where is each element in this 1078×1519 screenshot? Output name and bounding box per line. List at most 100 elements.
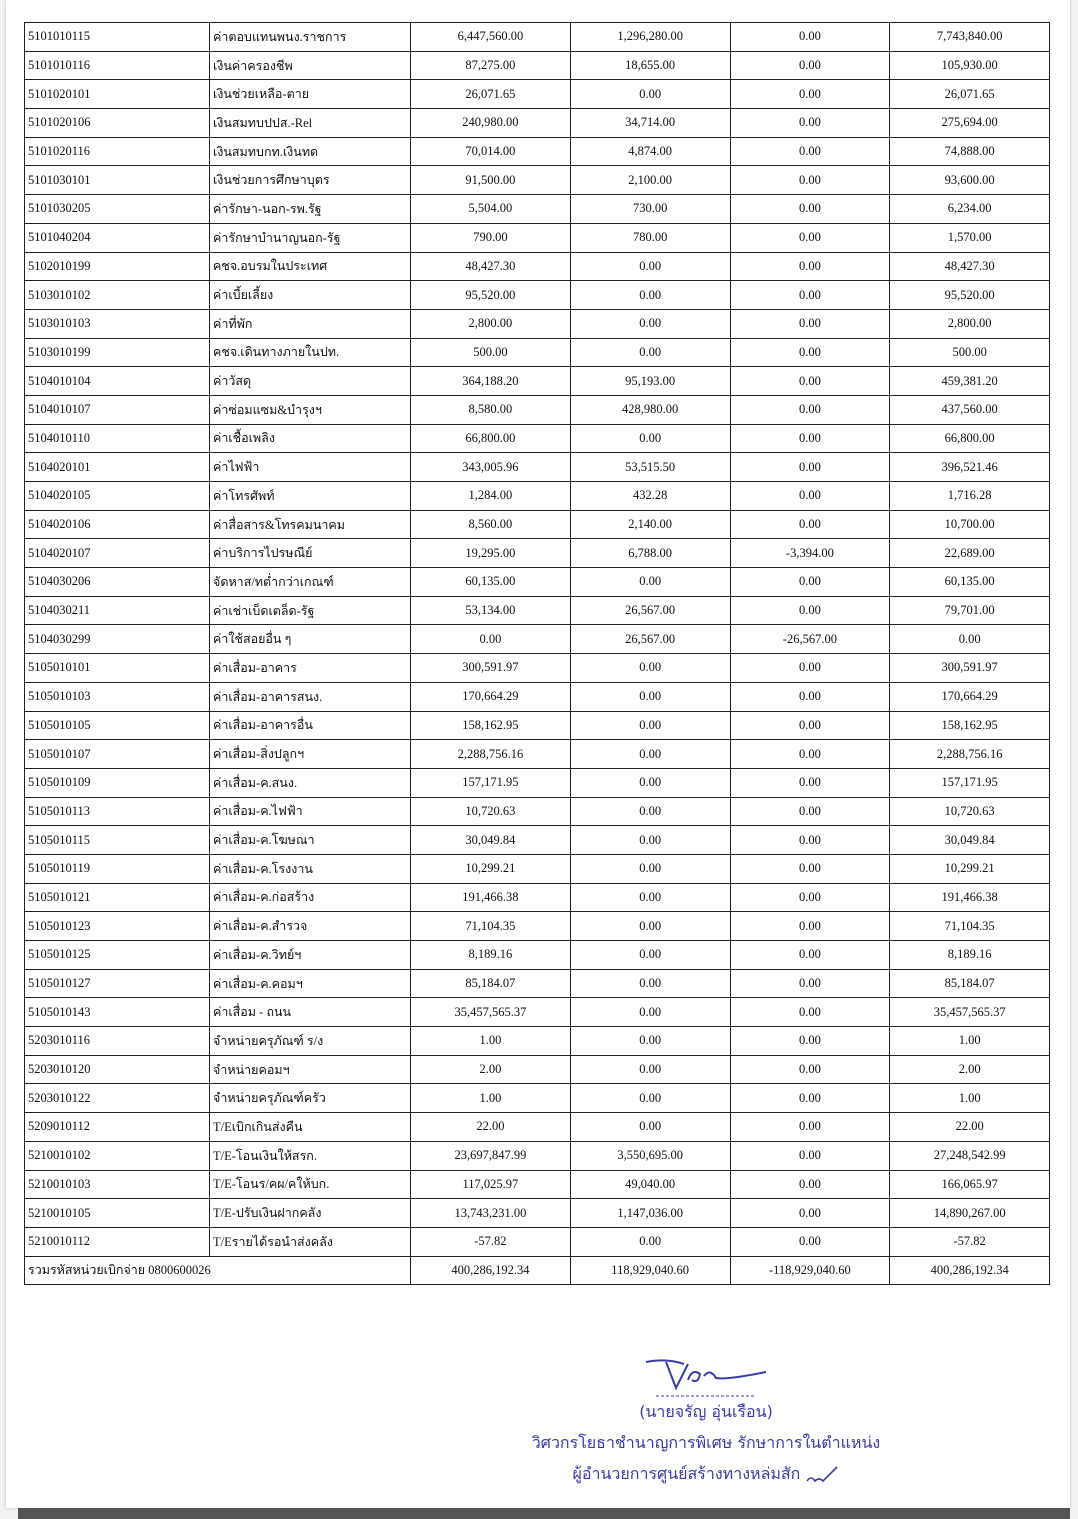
amount-c1: 85,184.07 bbox=[410, 968, 571, 999]
account-name: ค่าเบี้ยเลี้ยง bbox=[209, 280, 411, 310]
amount-c4: -57.82 bbox=[889, 1226, 1050, 1257]
amount-c3: 0.00 bbox=[729, 595, 891, 626]
table-row: 5101030101 เงินช่วยการศึกษาบุตร 91,500.00 2… bbox=[24, 165, 1050, 196]
account-code: 5104010107 bbox=[24, 394, 210, 425]
amount-c2: 4,874.00 bbox=[569, 136, 731, 167]
table-row: 5105010119 ค่าเสื่อม-ค.โรงงาน 10,299.21 0.0… bbox=[24, 853, 1050, 884]
amount-c1: 53,134.00 bbox=[410, 595, 571, 626]
amount-c2: 1,296,280.00 bbox=[569, 22, 731, 52]
table-row: 5104020106 ค่าสื่อสาร&โทรคมนาคม 8,560.00 2,… bbox=[24, 509, 1050, 540]
amount-c1: 91,500.00 bbox=[410, 165, 571, 196]
amount-c3: 0.00 bbox=[729, 394, 891, 425]
account-name: ค่าซ่อมแซม&บำรุงฯ bbox=[209, 394, 411, 425]
amount-c1: 1.00 bbox=[410, 1026, 571, 1056]
account-code: 5105010121 bbox=[24, 882, 210, 913]
amount-c1: 48,427.30 bbox=[410, 251, 571, 282]
signer-position: วิศวกรโยธาชำนาญการพิเศษ รักษาการในตำแหน่… bbox=[531, 1433, 881, 1452]
amount-c3: 0.00 bbox=[729, 739, 891, 769]
total-c1: 400,286,192.34 bbox=[410, 1255, 571, 1286]
amount-c4: 300,591.97 bbox=[889, 653, 1050, 683]
account-code: 5104020107 bbox=[24, 538, 210, 569]
amount-c1: 19,295.00 bbox=[410, 538, 571, 569]
table-row: 5104030299 ค่าใช้สอยอื่น ๆ 0.00 26,567.00 -2… bbox=[24, 624, 1050, 655]
amount-c2: 0.00 bbox=[569, 911, 731, 941]
table-row: 5105010125 ค่าเสื่อม-ค.วิทย์ฯ 8,189.16 0.00… bbox=[24, 940, 1050, 970]
table-row: 5104010107 ค่าซ่อมแซม&บำรุงฯ 8,580.00 428,9… bbox=[24, 394, 1050, 425]
amount-c4: 1,716.28 bbox=[889, 481, 1050, 511]
amount-c3: 0.00 bbox=[729, 22, 891, 52]
account-name: ค่าเสื่อม-อาคารสนง. bbox=[209, 681, 411, 712]
account-name: จำหน่ายครุภัณฑ์ ร/ง bbox=[209, 1026, 411, 1056]
amount-c1: 10,720.63 bbox=[410, 796, 571, 827]
account-name: ค่าเสื่อม-อาคาร bbox=[209, 653, 411, 683]
amount-c4: 105,930.00 bbox=[889, 50, 1050, 81]
account-name: ค่าเสื่อม-ค.คอมฯ bbox=[209, 968, 411, 999]
amount-c1: 8,580.00 bbox=[410, 394, 571, 425]
account-name: ค่าวัสดุ bbox=[209, 366, 411, 396]
account-name: จำหน่ายคอมฯ bbox=[209, 1054, 411, 1085]
account-name: จัดหาส/ทต่ำกว่าเกณฑ์ bbox=[209, 567, 411, 597]
amount-c4: 66,800.00 bbox=[889, 423, 1050, 454]
amount-c4: 1,570.00 bbox=[889, 222, 1050, 253]
amount-c3: 0.00 bbox=[729, 50, 891, 81]
amount-c4: 27,248,542.99 bbox=[889, 1140, 1050, 1171]
account-name: T/E-โอนเงินให้สรก. bbox=[209, 1140, 411, 1171]
amount-c1: 0.00 bbox=[410, 624, 571, 655]
amount-c3: 0.00 bbox=[729, 1226, 891, 1257]
amount-c4: 26,071.65 bbox=[889, 79, 1050, 110]
document-page: 5101010115 ค่าตอบแทนพนง.ราชการ 6,447,560.0… bbox=[6, 0, 1070, 1508]
amount-c4: 95,520.00 bbox=[889, 280, 1050, 310]
amount-c4: 71,104.35 bbox=[889, 911, 1050, 941]
amount-c1: 22.00 bbox=[410, 1112, 571, 1142]
amount-c4: 10,720.63 bbox=[889, 796, 1050, 827]
table-row: 5105010123 ค่าเสื่อม-ค.สำรวจ 71,104.35 0.00… bbox=[24, 911, 1050, 941]
amount-c2: 0.00 bbox=[569, 681, 731, 712]
amount-c2: 0.00 bbox=[569, 739, 731, 769]
total-c3: -118,929,040.60 bbox=[729, 1255, 891, 1286]
amount-c1: 6,447,560.00 bbox=[410, 22, 571, 52]
amount-c3: 0.00 bbox=[729, 1198, 891, 1228]
amount-c1: 95,520.00 bbox=[410, 280, 571, 310]
amount-c3: -3,394.00 bbox=[729, 538, 891, 569]
amount-c1: 8,189.16 bbox=[410, 940, 571, 970]
amount-c2: 0.00 bbox=[569, 882, 731, 913]
table-row: 5105010113 ค่าเสื่อม-ค.ไฟฟ้า 10,720.63 0.00… bbox=[24, 796, 1050, 827]
table-row: 5104010110 ค่าเชื้อเพลิง 66,800.00 0.00 0.00… bbox=[24, 423, 1050, 454]
account-code: 5101010116 bbox=[24, 50, 210, 81]
account-code: 5105010107 bbox=[24, 739, 210, 769]
amount-c2: 6,788.00 bbox=[569, 538, 731, 569]
amount-c2: 0.00 bbox=[569, 710, 731, 741]
amount-c3: 0.00 bbox=[729, 1112, 891, 1142]
account-name: ค่าเสื่อม-ค.วิทย์ฯ bbox=[209, 940, 411, 970]
amount-c3: 0.00 bbox=[729, 940, 891, 970]
table-row: 5104020101 ค่าไฟฟ้า 343,005.96 53,515.50 0.0… bbox=[24, 452, 1050, 482]
account-code: 5101020101 bbox=[24, 79, 210, 110]
amount-c3: 0.00 bbox=[729, 308, 891, 339]
account-code: 5210010105 bbox=[24, 1198, 210, 1228]
account-code: 5105010101 bbox=[24, 653, 210, 683]
amount-c3: 0.00 bbox=[729, 567, 891, 597]
account-code: 5210010112 bbox=[24, 1226, 210, 1257]
account-code: 5105010103 bbox=[24, 681, 210, 712]
account-code: 5105010109 bbox=[24, 767, 210, 798]
account-name: ค่าโทรศัพท์ bbox=[209, 481, 411, 511]
amount-c3: 0.00 bbox=[729, 366, 891, 396]
amount-c4: 166,065.97 bbox=[889, 1169, 1050, 1200]
account-code: 5101010115 bbox=[24, 22, 210, 52]
account-name: ค่ารักษา-นอก-รพ.รัฐ bbox=[209, 194, 411, 224]
amount-c3: 0.00 bbox=[729, 767, 891, 798]
amount-c3: 0.00 bbox=[729, 509, 891, 540]
account-code: 5210010102 bbox=[24, 1140, 210, 1171]
amount-c3: 0.00 bbox=[729, 1169, 891, 1200]
amount-c1: 191,466.38 bbox=[410, 882, 571, 913]
amount-c4: 157,171.95 bbox=[889, 767, 1050, 798]
account-code: 5103010103 bbox=[24, 308, 210, 339]
initial-mark-icon bbox=[806, 1465, 839, 1482]
account-name: ค่าเสื่อม-ค.ก่อสร้าง bbox=[209, 882, 411, 913]
account-name: ค่าเสื่อม-ค.สนง. bbox=[209, 767, 411, 798]
amount-c1: 300,591.97 bbox=[410, 653, 571, 683]
amount-c2: 0.00 bbox=[569, 853, 731, 884]
amount-c3: 0.00 bbox=[729, 710, 891, 741]
table-row: 5105010115 ค่าเสื่อม-ค.โฆษณา 30,049.84 0.00… bbox=[24, 825, 1050, 855]
table-row: 5209010112 T/Eเบิกเกินส่งคืน 22.00 0.00 0.00… bbox=[24, 1112, 1050, 1142]
